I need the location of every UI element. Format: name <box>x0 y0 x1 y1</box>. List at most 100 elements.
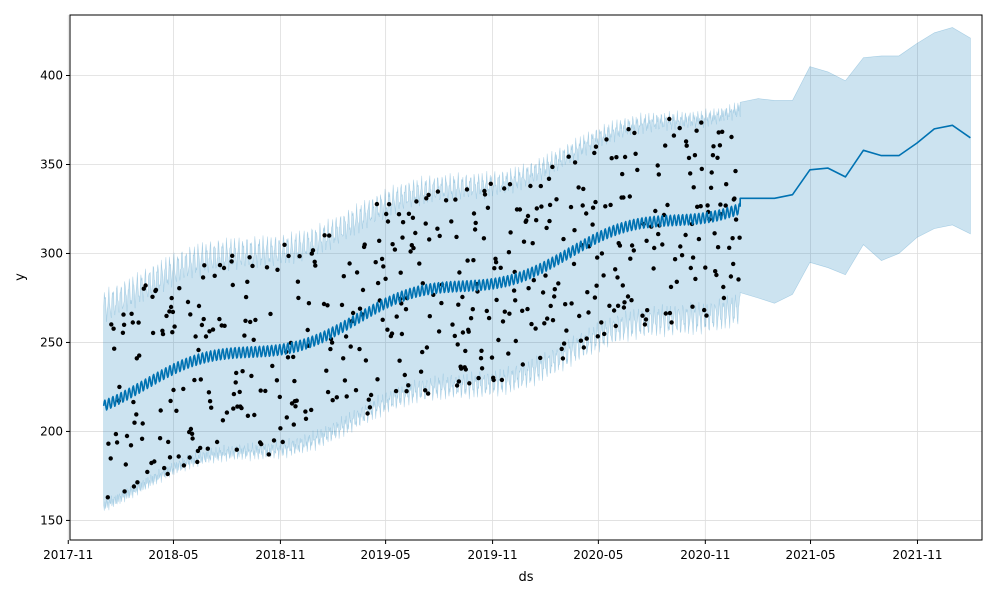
observed-point <box>124 433 130 439</box>
observed-point <box>665 202 670 208</box>
observed-point <box>310 248 316 253</box>
observed-point <box>253 317 258 323</box>
observed-point <box>652 245 657 251</box>
observed-point <box>185 299 191 305</box>
observed-point <box>348 344 353 349</box>
observed-point <box>230 253 235 258</box>
observed-point <box>615 303 621 308</box>
observed-point <box>737 235 742 240</box>
observed-point <box>506 250 512 255</box>
observed-point <box>392 247 398 252</box>
x-tick-label: 2019-05 <box>361 548 411 562</box>
observed-point <box>578 338 584 343</box>
observed-point <box>449 219 454 224</box>
observed-point <box>621 195 626 200</box>
observed-point <box>373 260 378 265</box>
observed-point <box>357 346 362 352</box>
observed-point <box>190 436 195 441</box>
observed-point <box>414 199 419 204</box>
observed-point <box>258 388 263 393</box>
observed-point <box>572 228 577 233</box>
observed-point <box>425 391 431 396</box>
observed-point <box>545 316 550 321</box>
observed-point <box>188 426 194 432</box>
observed-point <box>679 253 685 258</box>
observed-point <box>393 388 399 394</box>
observed-point <box>594 283 599 288</box>
observed-point <box>506 351 511 356</box>
observed-point <box>274 378 280 383</box>
observed-point <box>399 331 405 337</box>
observed-point <box>187 455 192 460</box>
observed-point <box>631 248 636 253</box>
observed-point <box>263 388 268 394</box>
observed-point <box>117 384 122 390</box>
observed-point <box>713 269 718 274</box>
observed-point <box>264 265 270 270</box>
observed-point <box>170 330 175 335</box>
observed-point <box>730 236 735 241</box>
y-tick-label: 400 <box>40 69 63 83</box>
y-tick-label: 350 <box>40 157 63 171</box>
observed-point <box>360 287 366 293</box>
observed-point <box>528 183 533 189</box>
observed-point <box>615 275 620 280</box>
observed-point <box>377 238 382 243</box>
observed-point <box>486 315 492 321</box>
observed-point <box>620 283 625 288</box>
observed-point <box>660 242 665 247</box>
observed-point <box>229 259 234 264</box>
observed-point <box>408 249 413 254</box>
observed-point <box>678 244 683 249</box>
x-axis-label: ds <box>518 570 533 585</box>
observed-point <box>132 420 137 425</box>
observed-point <box>539 204 544 209</box>
observed-point <box>164 313 169 319</box>
observed-point <box>277 394 282 400</box>
observed-point <box>672 257 678 262</box>
observed-point <box>203 334 209 339</box>
observed-point <box>420 281 425 286</box>
observed-point <box>150 294 155 299</box>
observed-point <box>450 322 455 327</box>
observed-point <box>344 394 349 399</box>
observed-point <box>247 255 252 260</box>
observed-point <box>354 270 360 275</box>
observed-point <box>200 275 206 280</box>
observed-point <box>704 313 709 318</box>
observed-point <box>644 238 649 243</box>
observed-point <box>633 151 638 156</box>
observed-point <box>112 346 117 351</box>
observed-point <box>240 369 245 374</box>
observed-point <box>674 279 679 284</box>
observed-point <box>663 143 668 148</box>
observed-point <box>282 242 287 247</box>
observed-point <box>721 295 727 301</box>
observed-point <box>581 345 586 350</box>
observed-point <box>453 197 458 202</box>
observed-point <box>141 286 146 291</box>
observed-point <box>420 349 425 355</box>
observed-point <box>629 243 635 248</box>
observed-point <box>456 379 462 384</box>
observed-point <box>245 279 250 284</box>
observed-point <box>424 345 430 350</box>
observed-point <box>284 415 289 420</box>
observed-point <box>158 408 163 413</box>
observed-point <box>143 283 148 288</box>
observed-point <box>217 316 222 322</box>
observed-point <box>435 189 441 194</box>
observed-point <box>157 436 163 441</box>
observed-point <box>135 480 140 485</box>
observed-point <box>727 245 732 250</box>
observed-point <box>585 290 590 295</box>
observed-point <box>691 185 696 190</box>
observed-point <box>131 399 136 405</box>
observed-point <box>417 261 422 266</box>
observed-point <box>162 465 167 471</box>
observed-point <box>406 383 411 388</box>
observed-point <box>669 320 674 325</box>
yhat-line <box>102 124 971 411</box>
observed-point <box>732 196 737 201</box>
